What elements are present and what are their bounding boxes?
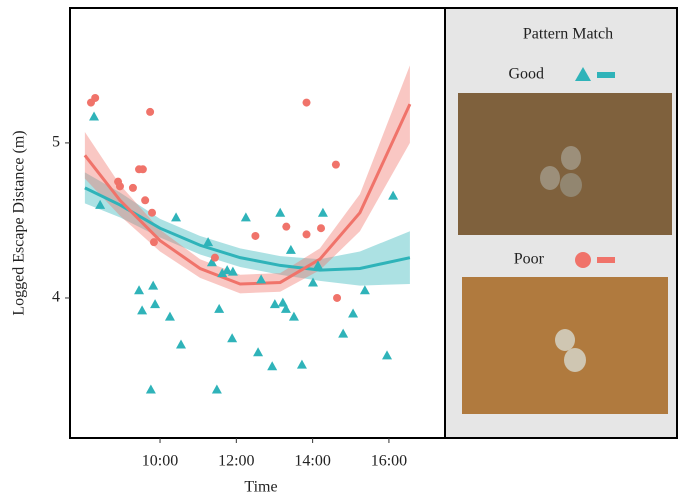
point: [251, 232, 259, 240]
point: [289, 312, 299, 321]
point: [282, 223, 290, 231]
egg: [564, 348, 586, 372]
point: [137, 305, 147, 314]
point: [338, 329, 348, 338]
x-tick-label: 10:00: [142, 453, 178, 470]
point: [134, 285, 144, 294]
point: [227, 333, 237, 342]
point: [348, 308, 358, 317]
egg: [540, 166, 560, 190]
point: [212, 384, 222, 393]
point: [139, 165, 147, 173]
point: [148, 209, 156, 217]
point: [297, 360, 307, 369]
point: [150, 238, 158, 246]
point: [176, 339, 186, 348]
point: [275, 208, 285, 217]
egg: [555, 329, 575, 351]
x-tick-label: 12:00: [218, 453, 254, 470]
legend-label: Good: [508, 66, 544, 83]
y-axis-label: Logged Escape Distance (m): [11, 130, 28, 315]
y-tick-label: 4: [52, 289, 60, 306]
egg: [561, 146, 581, 170]
point: [146, 384, 156, 393]
point: [303, 230, 311, 238]
point: [146, 108, 154, 116]
point: [332, 161, 340, 169]
point: [214, 304, 224, 313]
point: [150, 299, 160, 308]
point: [267, 361, 277, 370]
point: [318, 208, 328, 217]
point: [360, 285, 370, 294]
point: [116, 182, 124, 190]
point: [148, 281, 158, 290]
point: [129, 184, 137, 192]
y-tick-label: 5: [52, 134, 60, 151]
point: [241, 212, 251, 221]
point: [333, 294, 341, 302]
chart: Time Logged Escape Distance (m) Pattern …: [0, 0, 678, 497]
point: [165, 312, 175, 321]
point: [317, 224, 325, 232]
x-axis-label: Time: [244, 479, 277, 496]
legend-label: Poor: [514, 251, 545, 268]
point: [171, 212, 181, 221]
x-tick-label: 14:00: [294, 453, 330, 470]
point: [286, 245, 296, 254]
point: [270, 299, 280, 308]
point: [141, 196, 149, 204]
page: Time Logged Escape Distance (m) Pattern …: [0, 0, 678, 497]
legend-marker: [575, 252, 591, 268]
point: [382, 350, 392, 359]
photo-good: [458, 93, 672, 235]
legend-line: [597, 257, 615, 263]
point: [253, 347, 263, 356]
point: [91, 94, 99, 102]
point: [303, 99, 311, 107]
point: [211, 254, 219, 262]
point: [89, 112, 99, 121]
photo-poor: [462, 277, 668, 414]
egg: [560, 173, 582, 197]
legend-line: [597, 72, 615, 78]
point: [388, 191, 398, 200]
x-tick-label: 16:00: [371, 453, 407, 470]
legend-title: Pattern Match: [523, 26, 613, 43]
